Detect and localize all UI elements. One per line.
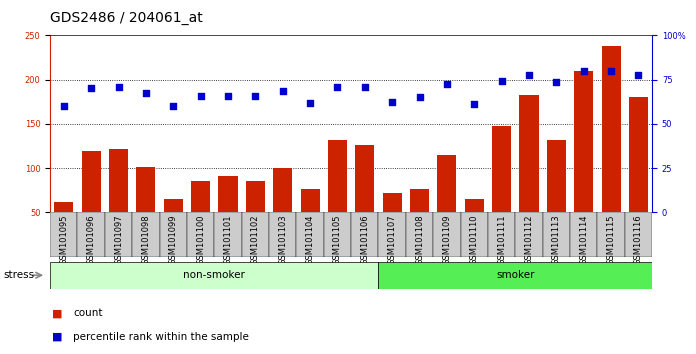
Text: GSM101099: GSM101099 xyxy=(168,215,177,265)
Bar xyxy=(383,193,402,257)
Bar xyxy=(355,145,374,257)
Text: stress: stress xyxy=(3,270,35,280)
Bar xyxy=(246,181,265,257)
Point xyxy=(414,95,425,100)
Text: GSM101103: GSM101103 xyxy=(278,215,287,265)
Text: GSM101112: GSM101112 xyxy=(525,215,534,265)
Bar xyxy=(187,212,214,257)
Bar xyxy=(597,212,625,257)
Text: GSM101095: GSM101095 xyxy=(59,215,68,265)
Point xyxy=(86,86,97,91)
Text: GSM101113: GSM101113 xyxy=(552,215,561,265)
Text: GSM101102: GSM101102 xyxy=(251,215,260,265)
Bar xyxy=(547,140,566,257)
Point xyxy=(606,68,617,74)
Bar xyxy=(269,212,296,257)
Point xyxy=(168,103,179,109)
Bar xyxy=(433,212,461,257)
Bar xyxy=(164,199,183,257)
Text: GSM101097: GSM101097 xyxy=(114,215,123,265)
Point xyxy=(305,100,316,105)
Bar xyxy=(492,126,512,257)
Bar xyxy=(543,212,570,257)
Text: GSM101106: GSM101106 xyxy=(361,215,370,265)
Point xyxy=(468,102,480,107)
Bar xyxy=(50,212,77,257)
Text: GSM101096: GSM101096 xyxy=(87,215,95,265)
Bar xyxy=(109,149,128,257)
Bar xyxy=(629,97,648,257)
Point xyxy=(551,79,562,85)
Bar xyxy=(410,189,429,257)
Point xyxy=(386,99,397,105)
Bar xyxy=(437,155,457,257)
Bar xyxy=(219,176,237,257)
Text: GSM101111: GSM101111 xyxy=(497,215,506,265)
Point xyxy=(223,93,234,98)
Text: GSM101098: GSM101098 xyxy=(141,215,150,265)
Text: GSM101114: GSM101114 xyxy=(579,215,588,265)
Bar xyxy=(379,262,652,289)
Point xyxy=(359,84,370,90)
Text: GSM101100: GSM101100 xyxy=(196,215,205,265)
Point xyxy=(141,90,152,96)
Text: GSM101105: GSM101105 xyxy=(333,215,342,265)
Point xyxy=(633,73,644,78)
Text: GSM101116: GSM101116 xyxy=(634,215,643,265)
Bar xyxy=(488,212,515,257)
Bar xyxy=(132,212,159,257)
Point xyxy=(332,84,343,90)
Bar xyxy=(406,212,433,257)
Bar xyxy=(77,212,105,257)
Bar xyxy=(242,212,269,257)
Text: non-smoker: non-smoker xyxy=(183,270,245,280)
Text: ■: ■ xyxy=(52,308,63,318)
Bar xyxy=(81,152,101,257)
Text: GSM101101: GSM101101 xyxy=(223,215,232,265)
Bar xyxy=(324,212,351,257)
Bar xyxy=(136,167,155,257)
Text: GSM101104: GSM101104 xyxy=(306,215,315,265)
Bar xyxy=(601,46,621,257)
Bar xyxy=(328,140,347,257)
Bar xyxy=(301,189,319,257)
Bar xyxy=(351,212,379,257)
Text: GSM101110: GSM101110 xyxy=(470,215,479,265)
Bar xyxy=(519,95,539,257)
Point xyxy=(441,81,452,87)
Text: smoker: smoker xyxy=(496,270,535,280)
Point xyxy=(578,68,590,74)
Bar xyxy=(574,71,593,257)
Point xyxy=(277,88,288,94)
Point xyxy=(250,93,261,98)
Text: GSM101115: GSM101115 xyxy=(607,215,615,265)
Text: GSM101108: GSM101108 xyxy=(415,215,424,265)
Bar xyxy=(50,262,379,289)
Point xyxy=(113,84,124,90)
Bar xyxy=(159,212,187,257)
Text: count: count xyxy=(73,308,102,318)
Bar xyxy=(105,212,132,257)
Text: GSM101107: GSM101107 xyxy=(388,215,397,265)
Text: GDS2486 / 204061_at: GDS2486 / 204061_at xyxy=(50,11,203,25)
Bar xyxy=(625,212,652,257)
Point xyxy=(58,103,70,109)
Bar xyxy=(54,202,73,257)
Text: GSM101109: GSM101109 xyxy=(443,215,452,265)
Point xyxy=(496,79,507,84)
Bar xyxy=(515,212,543,257)
Point xyxy=(195,93,206,98)
Bar xyxy=(465,199,484,257)
Bar xyxy=(214,212,242,257)
Bar xyxy=(191,181,210,257)
Point xyxy=(523,73,535,78)
Bar xyxy=(273,168,292,257)
Text: ■: ■ xyxy=(52,332,63,342)
Bar xyxy=(379,212,406,257)
Text: percentile rank within the sample: percentile rank within the sample xyxy=(73,332,249,342)
Bar xyxy=(570,212,597,257)
Bar xyxy=(296,212,324,257)
Bar xyxy=(461,212,488,257)
